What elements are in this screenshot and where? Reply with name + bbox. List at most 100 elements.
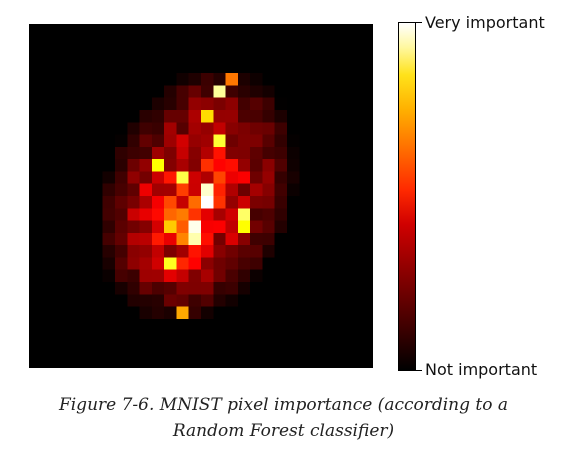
- heatmap-cell: [78, 60, 91, 74]
- heatmap-cell: [311, 97, 325, 111]
- heatmap-cell: [127, 343, 140, 356]
- heatmap-cell: [151, 355, 165, 368]
- heatmap-cell: [225, 159, 239, 172]
- heatmap-cell: [164, 134, 177, 148]
- heatmap-cell: [90, 355, 103, 368]
- heatmap-cell: [41, 343, 54, 356]
- heatmap-cell: [360, 257, 373, 270]
- heatmap-cell: [188, 232, 202, 246]
- heatmap-cell: [336, 146, 349, 160]
- heatmap-cell: [139, 110, 153, 123]
- heatmap-cell: [90, 257, 103, 270]
- heatmap-cell: [299, 196, 312, 209]
- heatmap-cell: [127, 48, 140, 62]
- heatmap-cell: [360, 159, 373, 172]
- heatmap-cell: [53, 196, 67, 209]
- heatmap-cell: [41, 269, 54, 283]
- heatmap-cell: [164, 183, 177, 197]
- heatmap-cell: [237, 73, 251, 86]
- heatmap-cell: [299, 294, 312, 307]
- heatmap-cell: [78, 343, 91, 356]
- heatmap-cell: [41, 60, 54, 74]
- heatmap-cell: [176, 122, 189, 135]
- heatmap-cell: [287, 331, 300, 344]
- heatmap-cell: [336, 220, 349, 234]
- heatmap-cell: [78, 306, 91, 320]
- heatmap-cell: [299, 85, 312, 98]
- heatmap-cell: [127, 257, 140, 270]
- heatmap-cell: [287, 282, 300, 295]
- heatmap-cell: [262, 24, 275, 37]
- heatmap-cell: [78, 159, 91, 172]
- colorbar-tick-top: [416, 22, 422, 23]
- heatmap-cell: [360, 171, 373, 184]
- heatmap-cell: [29, 110, 42, 123]
- heatmap-cell: [90, 294, 103, 307]
- heatmap-cell: [115, 220, 128, 234]
- heatmap-cell: [102, 60, 116, 74]
- heatmap-cell: [115, 245, 128, 258]
- heatmap-cell: [262, 343, 275, 356]
- heatmap-cell: [299, 60, 312, 74]
- heatmap-cell: [299, 24, 312, 37]
- heatmap-cell: [213, 85, 226, 98]
- heatmap-cell: [336, 134, 349, 148]
- heatmap-cell: [323, 269, 337, 283]
- heatmap-cell: [360, 196, 373, 209]
- heatmap-cell: [115, 343, 128, 356]
- heatmap-cell: [213, 331, 226, 344]
- heatmap-cell: [65, 257, 79, 270]
- heatmap-cell: [237, 294, 251, 307]
- heatmap-cell: [201, 146, 214, 160]
- heatmap-cell: [53, 48, 67, 62]
- heatmap-cell: [348, 282, 361, 295]
- heatmap-cell: [323, 318, 337, 332]
- heatmap-cell: [299, 331, 312, 344]
- heatmap-cell: [336, 208, 349, 221]
- heatmap-cell: [311, 196, 325, 209]
- heatmap-cell: [90, 159, 103, 172]
- heatmap-cell: [262, 318, 275, 332]
- heatmap-cell: [237, 196, 251, 209]
- heatmap-cell: [78, 73, 91, 86]
- heatmap-cell: [274, 36, 288, 49]
- heatmap-cell: [274, 60, 288, 74]
- caption-line-1: Figure 7-6. MNIST pixel importance (acco…: [58, 395, 509, 415]
- heatmap-cell: [102, 196, 116, 209]
- heatmap-cell: [90, 171, 103, 184]
- colorbar-label-high: Very important: [425, 13, 545, 32]
- heatmap-cell: [164, 257, 177, 270]
- heatmap-cell: [188, 282, 202, 295]
- heatmap-cell: [65, 343, 79, 356]
- heatmap-cell: [213, 220, 226, 234]
- heatmap-cell: [176, 294, 189, 307]
- heatmap-cell: [115, 331, 128, 344]
- heatmap-cell: [262, 220, 275, 234]
- heatmap-cell: [188, 48, 202, 62]
- heatmap-cell: [29, 122, 42, 135]
- heatmap-cell: [336, 36, 349, 49]
- heatmap-cell: [115, 318, 128, 332]
- heatmap-cell: [41, 110, 54, 123]
- heatmap-cell: [299, 306, 312, 320]
- heatmap-cell: [201, 282, 214, 295]
- heatmap-cell: [151, 232, 165, 246]
- heatmap-cell: [225, 122, 239, 135]
- heatmap-cell: [225, 306, 239, 320]
- heatmap-cell: [151, 110, 165, 123]
- heatmap-cell: [53, 257, 67, 270]
- heatmap-cell: [78, 85, 91, 98]
- heatmap-cell: [287, 171, 300, 184]
- heatmap-cell: [115, 146, 128, 160]
- heatmap-cell: [225, 282, 239, 295]
- heatmap-cell: [151, 85, 165, 98]
- heatmap-cell: [336, 245, 349, 258]
- heatmap-cell: [29, 171, 42, 184]
- heatmap-cell: [115, 171, 128, 184]
- heatmap-cell: [262, 36, 275, 49]
- heatmap-cell: [164, 343, 177, 356]
- colorbar: [398, 22, 416, 371]
- heatmap-cell: [127, 331, 140, 344]
- heatmap-cell: [65, 134, 79, 148]
- heatmap-cell: [65, 318, 79, 332]
